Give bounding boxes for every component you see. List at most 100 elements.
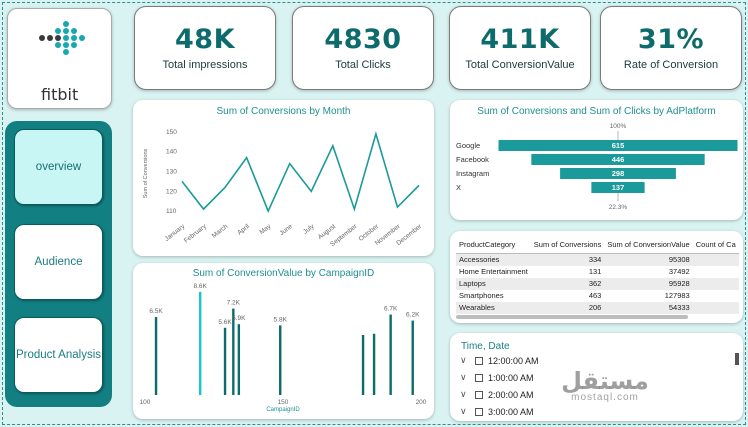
table-cell: 95928 xyxy=(604,277,693,290)
y-tick-label: 130 xyxy=(166,169,177,176)
funnel-top-label: 100% xyxy=(610,123,627,130)
slicer-item-label: 2:00:00 AM xyxy=(488,389,534,400)
slicer-item[interactable]: ∨ 2:00:00 AM xyxy=(460,389,534,400)
table-row[interactable]: Wearables 206 54333 xyxy=(456,301,739,314)
kpi-value: 4830 xyxy=(324,24,402,55)
funnel-bar xyxy=(498,140,738,151)
table-header-cell[interactable]: ProductCategory xyxy=(456,238,531,254)
chevron-down-icon[interactable]: ∨ xyxy=(460,372,467,382)
funnel-bar-value: 446 xyxy=(612,155,625,164)
table-cell: 362 xyxy=(530,277,605,290)
funnel-bar xyxy=(591,182,645,193)
chart-title: Sum of Conversions by Month xyxy=(216,106,351,117)
kpi-label: Total ConversionValue xyxy=(465,59,575,71)
time-date-slicer: Time, Date ∨ 12:00:00 AM ∨ 1:00:00 AM ∨ 2:00:… xyxy=(450,333,743,421)
funnel-bar-value: 615 xyxy=(612,141,625,150)
table-row[interactable]: Laptops 362 95928 xyxy=(456,277,739,290)
campaign-bar xyxy=(372,333,376,395)
campaign-bar xyxy=(411,320,414,395)
table-cell: 463 xyxy=(588,291,602,300)
x-tick-label: June xyxy=(279,223,295,237)
slicer-item[interactable]: ∨ 1:00:00 AM xyxy=(460,372,534,383)
fitbit-logo-icon xyxy=(39,21,85,55)
table-header-cell[interactable]: Count of Ca xyxy=(692,238,739,254)
table-header-cell[interactable]: Sum of ConversionValue xyxy=(604,238,693,254)
y-tick-label: 120 xyxy=(166,188,177,195)
checkbox[interactable] xyxy=(475,407,483,416)
funnel-bottom-label: 22.3% xyxy=(609,204,628,211)
campaign-chart-svg: 6.5K 8.6K 5.6K 7.2K 5.9K 5.8K 6.7K 6.2K 100 150 20… xyxy=(140,283,427,413)
nav-audience-label: Audience xyxy=(34,256,83,268)
checkbox[interactable] xyxy=(475,373,483,382)
nav-product-analysis-label: Product Analysis xyxy=(15,349,101,361)
campaign-bar xyxy=(223,327,227,395)
x-tick-label: March xyxy=(211,223,230,240)
table-row[interactable]: Accessories 334 95308 xyxy=(456,253,739,266)
chart-title: Sum of ConversionValue by CampaignID xyxy=(192,268,375,279)
bar-data-label: 5.6K xyxy=(218,319,232,326)
bar-data-label: 8.6K xyxy=(194,283,208,290)
table-cell xyxy=(692,277,739,290)
kpi-label: Rate of Conversion xyxy=(623,59,719,71)
campaign-bar xyxy=(361,335,365,395)
table-row[interactable]: Home Entertainment 131 37492 xyxy=(456,266,739,278)
campaign-bar xyxy=(199,291,202,395)
y-tick-label: 110 xyxy=(166,208,177,215)
table-cell: 206 xyxy=(530,301,605,314)
table-row[interactable]: Smartphones 463 127983 xyxy=(456,290,739,302)
product-table: ProductCategory Sum of Conversions Sum of … xyxy=(456,238,739,314)
nav-product-analysis-button[interactable]: Product Analysis xyxy=(14,317,103,393)
y-tick-label: 150 xyxy=(166,129,177,136)
chevron-down-icon[interactable]: ∨ xyxy=(460,406,467,416)
slicer-item[interactable]: ∨ 3:00:00 AM xyxy=(460,406,534,417)
x-tick-label: May xyxy=(258,223,273,237)
kpi-value: 48K xyxy=(175,24,235,55)
funnel-bar-value: 137 xyxy=(612,183,625,192)
table-cell: Home Entertainment xyxy=(459,267,528,276)
watermark-latin: mostaql.com xyxy=(571,392,639,403)
watermark: مستقل mostaql.com xyxy=(555,367,655,403)
chevron-down-icon[interactable]: ∨ xyxy=(460,389,467,399)
campaign-bar xyxy=(279,325,282,395)
logo-text: fitbit xyxy=(41,85,79,104)
funnel-category-label: Google xyxy=(456,141,480,150)
table-cell: 334 xyxy=(530,253,605,266)
table-header-cell[interactable]: Sum of Conversions xyxy=(530,238,605,254)
table-cell: Smartphones xyxy=(459,291,504,300)
x-tick-label: 150 xyxy=(278,399,289,406)
table-cell: Wearables xyxy=(456,301,531,314)
slicer-item[interactable]: ∨ 12:00:00 AM xyxy=(460,355,539,366)
slicer-scrollbar[interactable] xyxy=(735,353,739,365)
adplatform-funnel-chart[interactable]: Sum of Conversions and Sum of Clicks by … xyxy=(450,100,743,220)
conversions-by-month-chart[interactable]: Sum of Conversions by Month 110 120 130 140… xyxy=(133,100,434,256)
kpi-label: Total Clicks xyxy=(335,59,391,71)
table-cell xyxy=(692,301,739,314)
nav-overview-label: overview xyxy=(35,161,82,173)
table-cell: 131 xyxy=(588,267,602,276)
conversion-value-by-campaign-chart[interactable]: Sum of ConversionValue by CampaignID 6.5… xyxy=(133,263,434,419)
slicer-item-label: 3:00:00 AM xyxy=(488,406,534,417)
slicer-item-label: 12:00:00 AM xyxy=(488,355,539,366)
table-cell: Laptops xyxy=(456,277,531,290)
bar-data-label: 7.2K xyxy=(227,300,241,307)
bar-data-label: 6.7K xyxy=(384,306,398,313)
x-tick-label: 100 xyxy=(140,399,151,406)
nav-panel: overview Audience Product Analysis xyxy=(5,121,112,407)
checkbox[interactable] xyxy=(475,390,483,399)
table-scrollbar[interactable] xyxy=(456,315,688,319)
table-cell: 95308 xyxy=(604,253,693,266)
funnel-category-label: X xyxy=(456,183,461,192)
checkbox[interactable] xyxy=(475,356,483,365)
table-cell: 37492 xyxy=(668,267,690,276)
x-tick-label: February xyxy=(183,223,208,245)
table-cell xyxy=(692,253,739,266)
watermark-arabic: مستقل xyxy=(561,367,649,395)
table-cell xyxy=(693,266,739,278)
funnel-bar xyxy=(531,154,705,165)
chevron-down-icon[interactable]: ∨ xyxy=(460,355,467,365)
campaign-bar xyxy=(154,317,158,395)
nav-overview-button[interactable]: overview xyxy=(14,129,103,205)
kpi-total-conversion-value: 411K Total ConversionValue xyxy=(449,6,591,90)
nav-audience-button[interactable]: Audience xyxy=(14,224,103,300)
product-category-table[interactable]: ProductCategory Sum of Conversions Sum of … xyxy=(450,231,743,323)
